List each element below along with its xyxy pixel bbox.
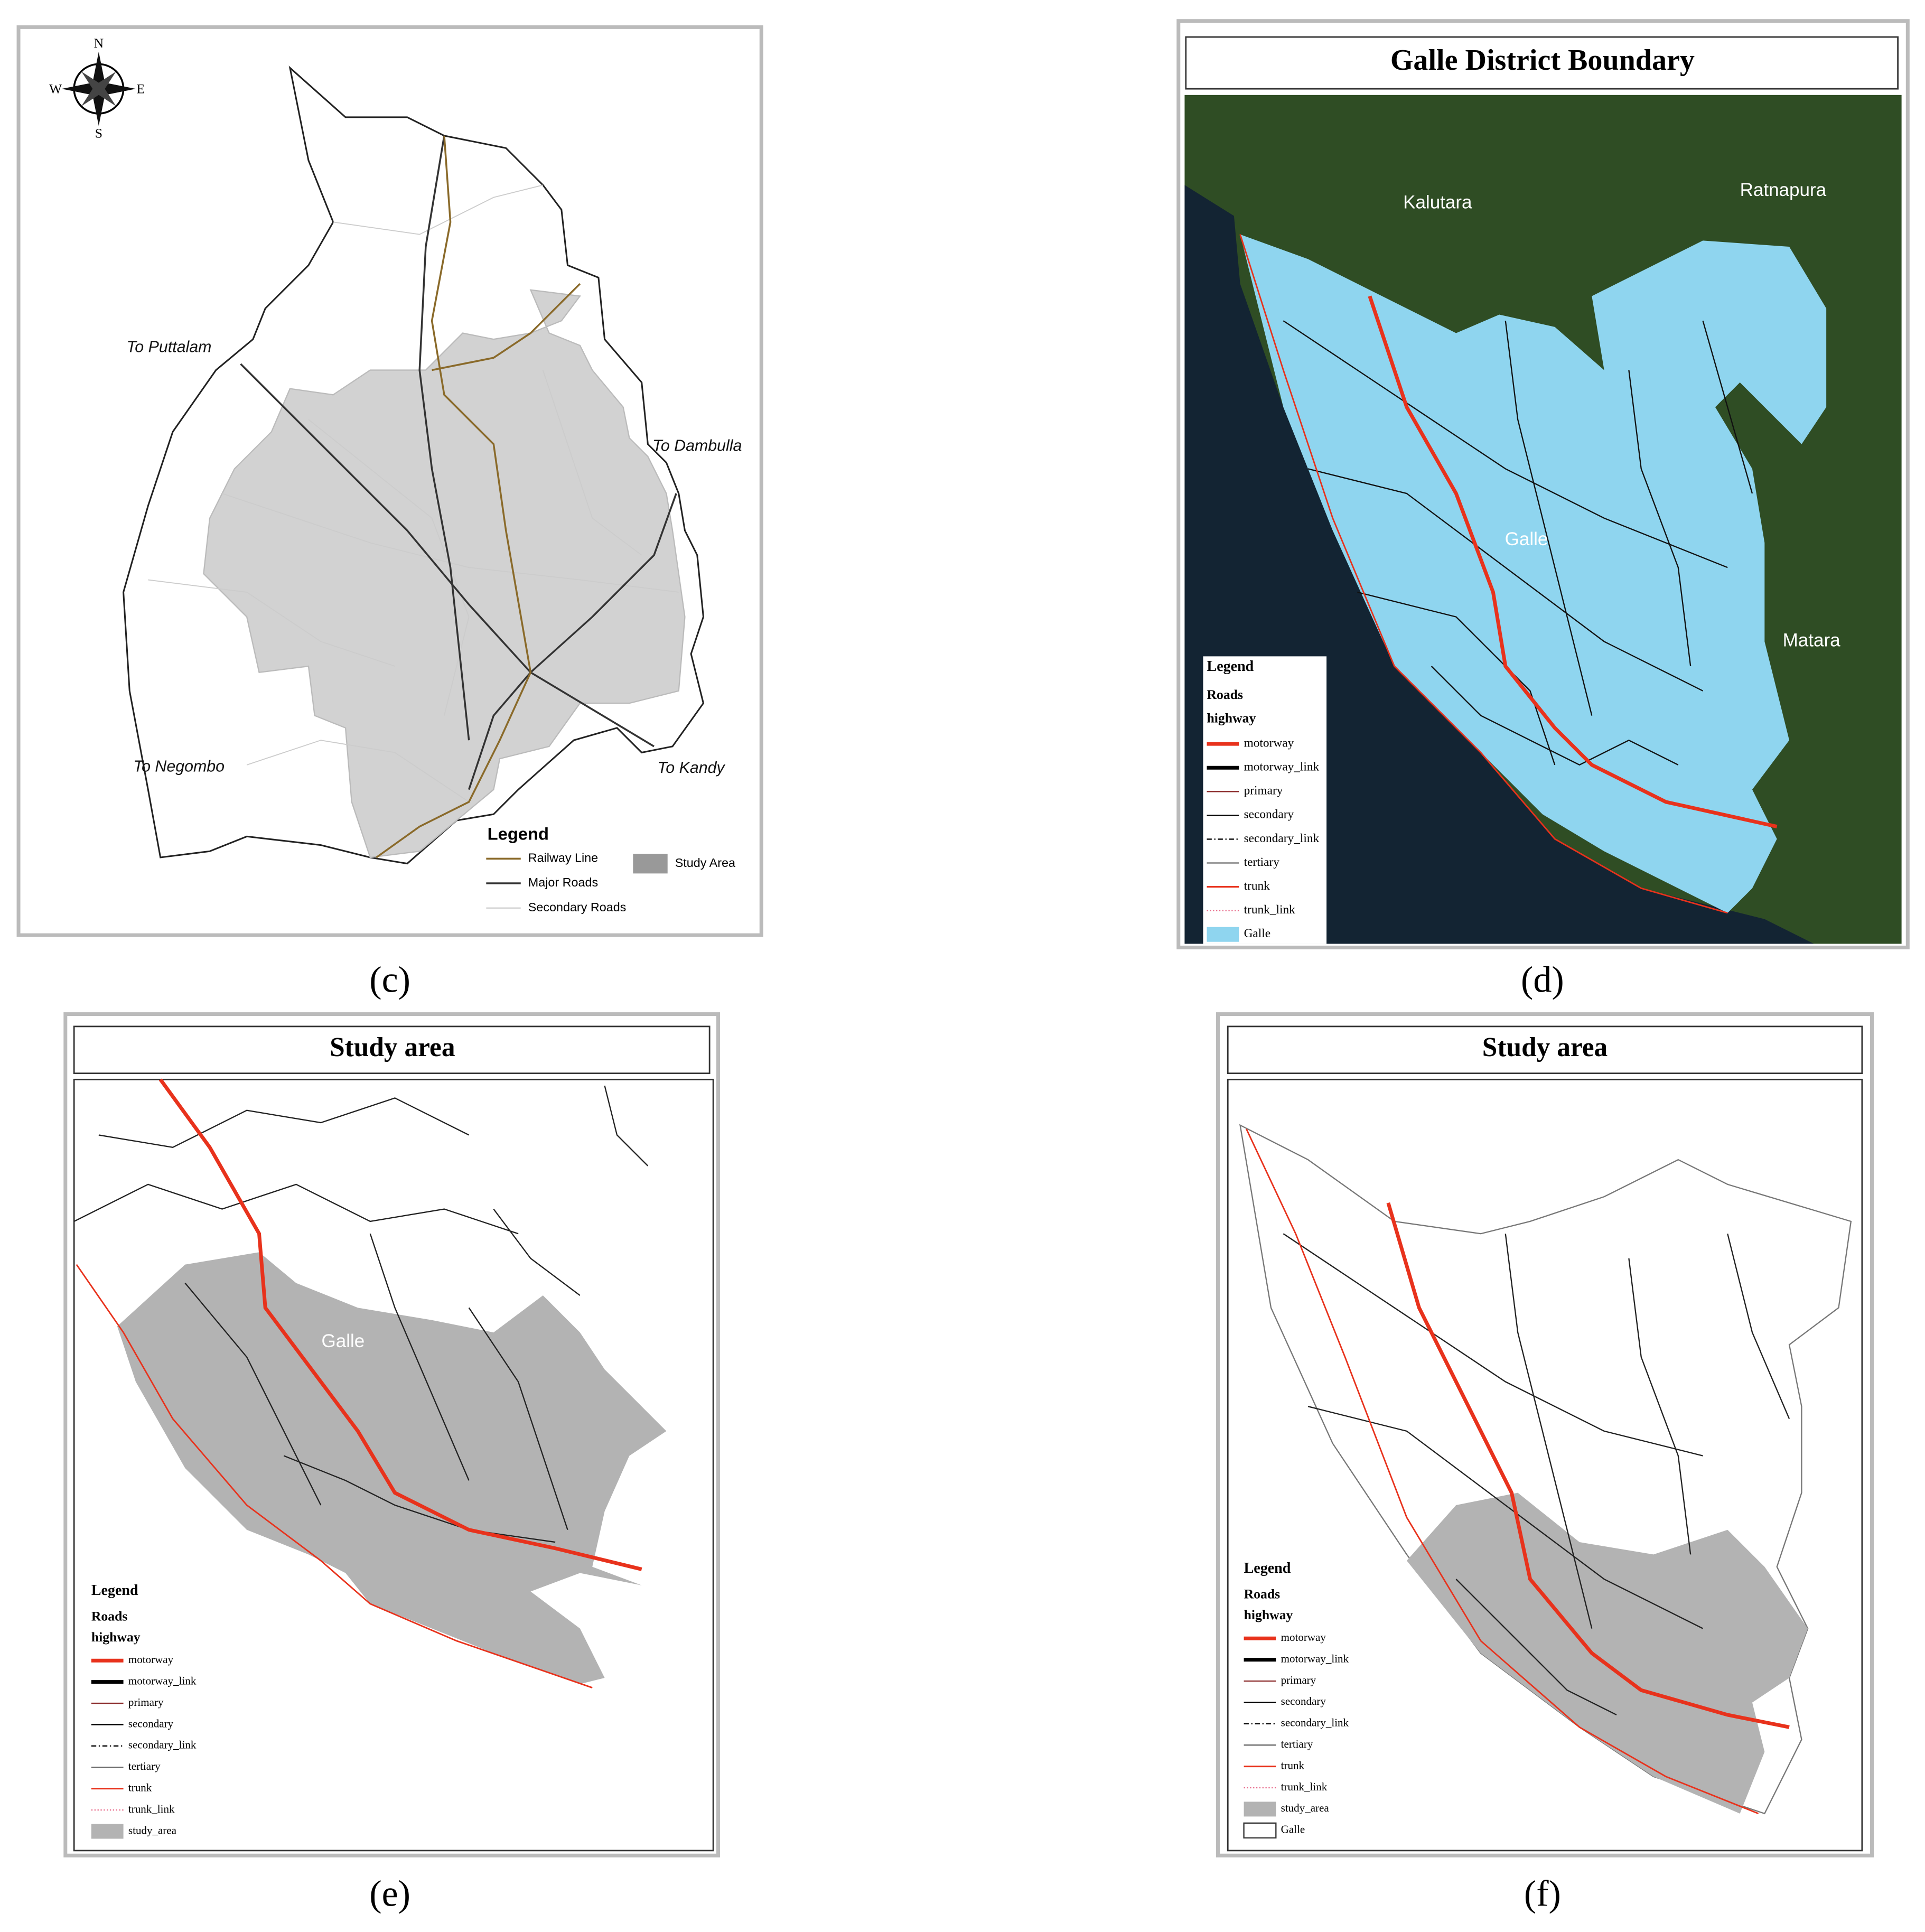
compass-letter: W: [49, 81, 62, 96]
legend-swatch: [633, 853, 668, 874]
legend-label: motorway_link: [128, 1674, 197, 1687]
legend-title: Legend: [91, 1582, 138, 1599]
place-label: To Puttalam: [127, 339, 212, 356]
legend-label: motorway: [1281, 1631, 1326, 1644]
legend-group: Roads: [1244, 1586, 1281, 1601]
motorway: [158, 1078, 642, 1571]
place-label: Galle: [321, 1331, 365, 1351]
major-roads: [240, 135, 677, 790]
legend-label: trunk: [1281, 1759, 1305, 1771]
legend-label: tertiary: [128, 1760, 161, 1772]
legend-label: Major Roads: [528, 875, 598, 889]
title-box: [1227, 1025, 1863, 1075]
title: Galle District Boundary: [1390, 44, 1695, 77]
railway-line: [376, 135, 581, 858]
legend-swatch: [1207, 927, 1239, 942]
roads: [73, 1085, 649, 1543]
caption: (f): [1524, 1874, 1561, 1915]
legend-label: trunk: [128, 1781, 152, 1794]
legend-title: Legend: [488, 824, 549, 844]
legend-title: Legend: [1207, 658, 1254, 675]
galle-area: [1240, 234, 1827, 913]
motorway: [1386, 1202, 1790, 1729]
trunk: [1239, 234, 1728, 914]
legend-label: primary: [128, 1696, 164, 1709]
place-label: Kalutara: [1403, 192, 1472, 213]
legend-label: primary: [1244, 784, 1283, 798]
compass-letter: E: [136, 81, 145, 96]
caption: (e): [369, 1874, 410, 1915]
panel-e: [63, 1012, 720, 1858]
legend-label: secondary_link: [128, 1739, 197, 1751]
caption: (d): [1521, 959, 1564, 1000]
legend-label: primary: [1281, 1674, 1316, 1686]
legend-label: study_area: [128, 1824, 177, 1836]
compass-letter: N: [94, 35, 104, 51]
legend-group: Roads: [1207, 687, 1244, 702]
panel-d: [1176, 19, 1910, 949]
legend-swatch: [1244, 1802, 1276, 1817]
legend-label: Secondary Roads: [528, 900, 627, 914]
place-label: To Kandy: [658, 759, 726, 777]
legend-label: trunk_link: [128, 1803, 175, 1815]
legend-label: Galle: [1244, 927, 1271, 940]
compass: [61, 52, 136, 126]
legend-label: trunk_link: [1281, 1780, 1328, 1793]
legend-label: tertiary: [1244, 855, 1280, 869]
place-label: Galle: [1505, 529, 1548, 549]
title-box: [1185, 36, 1899, 90]
legend-label: secondary: [1244, 808, 1294, 822]
panel-f: [1216, 1012, 1874, 1858]
place-label: Matara: [1783, 630, 1841, 651]
study-area-shape: [117, 1252, 667, 1684]
legend-title: Legend: [1244, 1560, 1291, 1576]
roads: [1283, 1233, 1790, 1716]
title-box: [73, 1025, 711, 1075]
title: Study area: [330, 1032, 455, 1062]
legend-label: trunk: [1244, 879, 1270, 893]
legend-box: [1203, 656, 1327, 944]
title: Study area: [1482, 1032, 1608, 1062]
secondary-roads: [148, 184, 679, 802]
trunk: [76, 1264, 593, 1688]
place-label: To Dambulla: [652, 437, 742, 454]
legend-label: secondary_link: [1281, 1716, 1349, 1729]
study-area-shape: [1406, 1492, 1808, 1814]
legend-label: Study Area: [675, 856, 735, 870]
legend-group: Roads: [91, 1608, 128, 1623]
legend-label: Galle: [1281, 1823, 1305, 1836]
roads: [1283, 320, 1753, 766]
caption: (c): [369, 959, 410, 1000]
legend-subgroup: highway: [91, 1629, 141, 1645]
place-label: Ratnapura: [1740, 180, 1827, 200]
legend-label: tertiary: [1281, 1738, 1313, 1750]
legend-subgroup: highway: [1207, 710, 1256, 725]
legend-label: trunk_link: [1244, 903, 1296, 917]
legend-label: secondary_link: [1244, 832, 1320, 845]
legend-label: motorway: [1244, 736, 1294, 750]
legend-swatch: [91, 1824, 124, 1839]
legend-label: motorway_link: [1244, 760, 1320, 774]
legend-label: study_area: [1281, 1802, 1330, 1814]
legend-label: motorway: [128, 1653, 174, 1666]
legend-label: secondary: [128, 1717, 174, 1730]
legend-label: Railway Line: [528, 851, 598, 865]
legend-swatch: [1243, 1822, 1277, 1838]
place-label: To Negombo: [133, 758, 225, 776]
motorway: [1368, 295, 1778, 829]
legend-label: secondary: [1281, 1695, 1326, 1707]
trunk: [1245, 1128, 1759, 1815]
panel-c: [16, 25, 763, 937]
legend-label: motorway_link: [1281, 1652, 1349, 1665]
sea: [1184, 185, 1814, 944]
legend-subgroup: highway: [1244, 1607, 1293, 1622]
compass-letter: S: [95, 125, 102, 141]
